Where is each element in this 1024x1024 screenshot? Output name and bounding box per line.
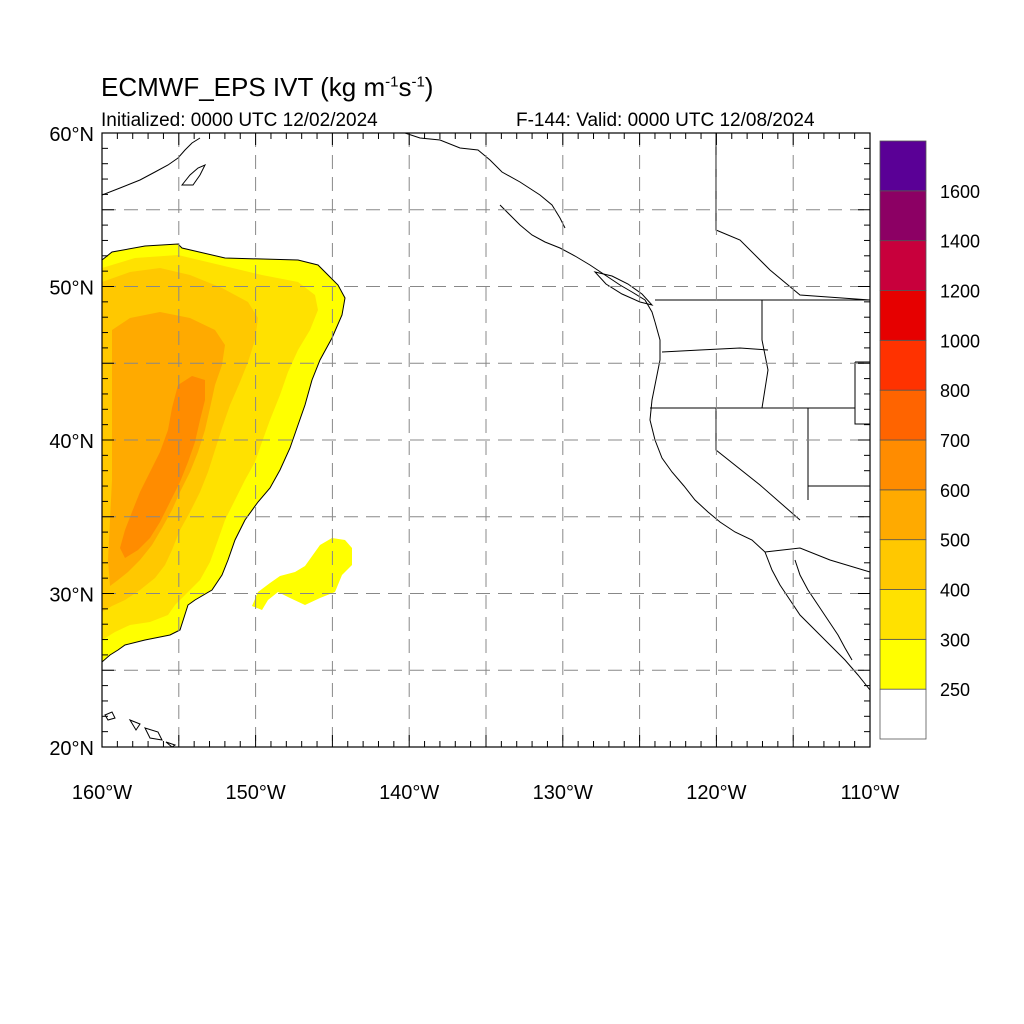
title-mid: s [398,72,412,102]
bc-coast [499,204,656,323]
colorbar-tick-label: 1400 [940,232,980,252]
alaska-gulf-coast [404,133,566,229]
wa-or-border [661,347,769,353]
hawaii-islands [104,711,177,747]
british-columbia-border [715,133,870,301]
title-exp1: -1 [385,73,399,91]
valid-label: F-144: Valid: 0000 UTC 12/08/2024 [516,110,815,131]
x-tick-label: 150°W [225,782,285,804]
ivt-field [102,243,352,663]
y-tick-label: 60°N [49,124,94,146]
baja-coast [794,559,853,661]
y-tick-label: 20°N [49,738,94,760]
title-suffix: ) [424,72,434,102]
colorbar-box [879,638,927,690]
kodiak-coast [180,164,207,186]
colorbar-box [879,389,927,441]
colorbar-tick-label: 1600 [940,182,980,202]
wy-border [854,361,870,425]
initialized-label: Initialized: 0000 UTC 12/02/2024 [101,110,378,131]
colorbar-tick-label: 600 [940,481,970,501]
colorbar-box [879,688,927,740]
colorbar-box [879,339,927,391]
colorbar-tick-label: 500 [940,531,970,551]
coastlines [102,133,870,747]
ivt-level-250-blob [252,538,352,610]
colorbar-box [879,539,927,590]
colorbar-tick-label: 300 [940,630,970,650]
ca-nv-border [715,408,801,521]
mexico-border [764,547,870,573]
y-axis-labels: 20°N 30°N 40°N 50°N 60°N [49,124,94,760]
x-tick-label: 160°W [72,782,132,804]
vancouver-island [593,271,654,306]
y-tick-label: 50°N [49,278,94,300]
x-axis-labels: 160°W 150°W 140°W 130°W 120°W 110°W [72,782,900,804]
y-tick-label: 30°N [49,585,94,607]
x-tick-label: 140°W [379,782,439,804]
colorbar-tick-label: 800 [940,381,970,401]
x-tick-label: 130°W [533,782,593,804]
colorbar-box [879,439,927,491]
colorbar-tick-label: 1000 [940,331,980,351]
colorbar: 250 300 400 500 600 700 800 1000 1200 1400 1600 [879,140,980,740]
y-tick-label: 40°N [49,431,94,453]
colorbar-tick-label: 250 [940,680,970,700]
axis-ticks [101,132,871,748]
gridlines [102,133,870,747]
title-prefix: ECMWF_EPS IVT (kg m [101,72,386,102]
id-border [761,300,769,409]
colorbar-box [879,489,927,541]
colorbar-tick-label: 1200 [940,282,980,302]
colorbar-tick-label: 400 [940,581,970,601]
colorbar-box [879,589,927,640]
x-tick-label: 110°W [841,782,900,804]
us-west-coast [649,321,870,691]
x-tick-label: 120°W [686,782,746,804]
colorbar-box [879,240,927,291]
colorbar-box [879,140,927,192]
ivt-level-600 [120,376,205,558]
alaska-coast [102,137,201,196]
colorbar-tick-label: 700 [940,431,970,451]
title-exp2: -1 [411,73,425,91]
colorbar-box [879,190,927,242]
plot-title: ECMWF_EPS IVT (kg m-1s-1) [101,72,433,103]
colorbar-box [879,290,927,341]
